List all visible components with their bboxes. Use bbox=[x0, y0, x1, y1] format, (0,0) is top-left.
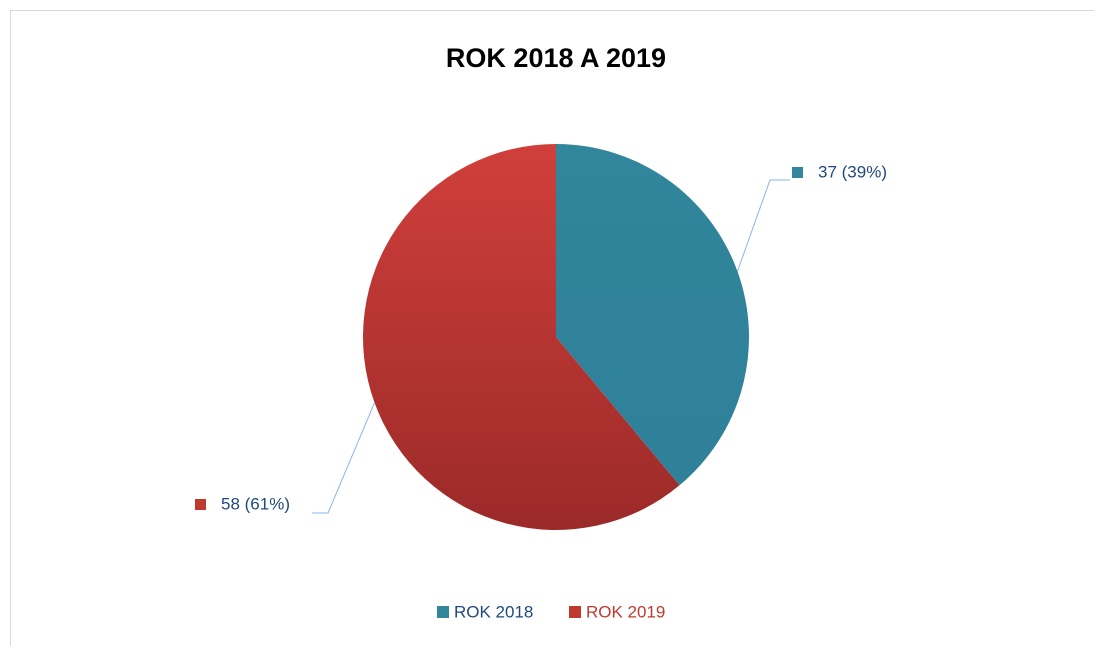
pie-slice bbox=[363, 144, 680, 530]
leader-line bbox=[312, 402, 375, 514]
leader-line bbox=[737, 179, 790, 272]
chart-border bbox=[10, 10, 1094, 646]
data-label: 58 (61%) bbox=[221, 494, 290, 513]
data-label: 37 (39%) bbox=[818, 162, 887, 181]
chart-title: ROK 2018 A 2019 bbox=[446, 43, 666, 73]
legend-label: ROK 2018 bbox=[454, 602, 533, 621]
label-key bbox=[195, 499, 206, 510]
legend-key bbox=[569, 606, 581, 618]
legend-key bbox=[437, 606, 449, 618]
pie-slice bbox=[556, 144, 749, 486]
legend-label: ROK 2019 bbox=[586, 602, 665, 621]
label-key bbox=[792, 167, 803, 178]
